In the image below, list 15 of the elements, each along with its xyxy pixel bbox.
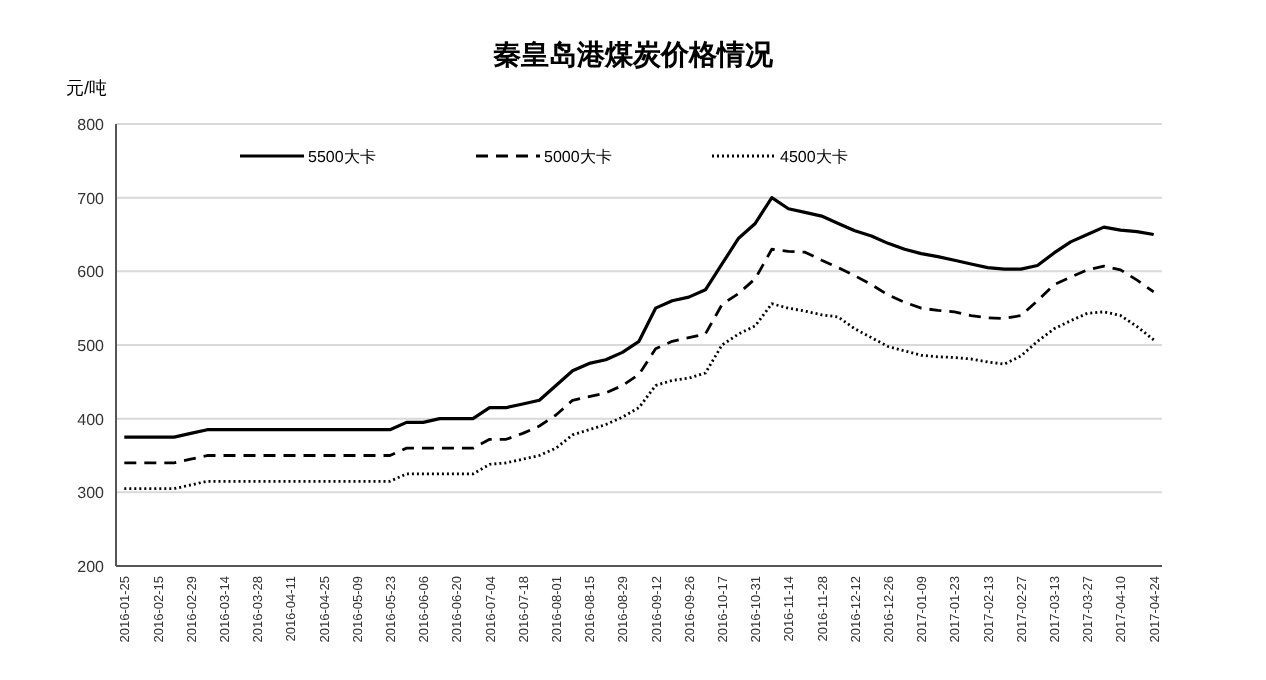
y-tick-label: 600 <box>77 263 106 282</box>
y-axis-title: 元/吨 <box>66 78 108 98</box>
y-tick-label: 700 <box>77 189 106 208</box>
chart-title: 秦皇岛港煤炭价格情况 <box>493 40 775 72</box>
legend-label: 5000大卡 <box>544 148 612 166</box>
legend-label: 5500大卡 <box>308 148 376 166</box>
line-series <box>122 196 1156 439</box>
legend-label: 4500大卡 <box>780 148 848 166</box>
y-tick-label: 800 <box>77 116 106 134</box>
line-series <box>122 302 1156 491</box>
y-tick-label: 200 <box>77 558 106 576</box>
line-series <box>122 247 1156 465</box>
y-tick-label: 400 <box>77 410 106 429</box>
y-tick-label: 500 <box>77 337 106 355</box>
y-tick-label: 300 <box>77 484 106 503</box>
